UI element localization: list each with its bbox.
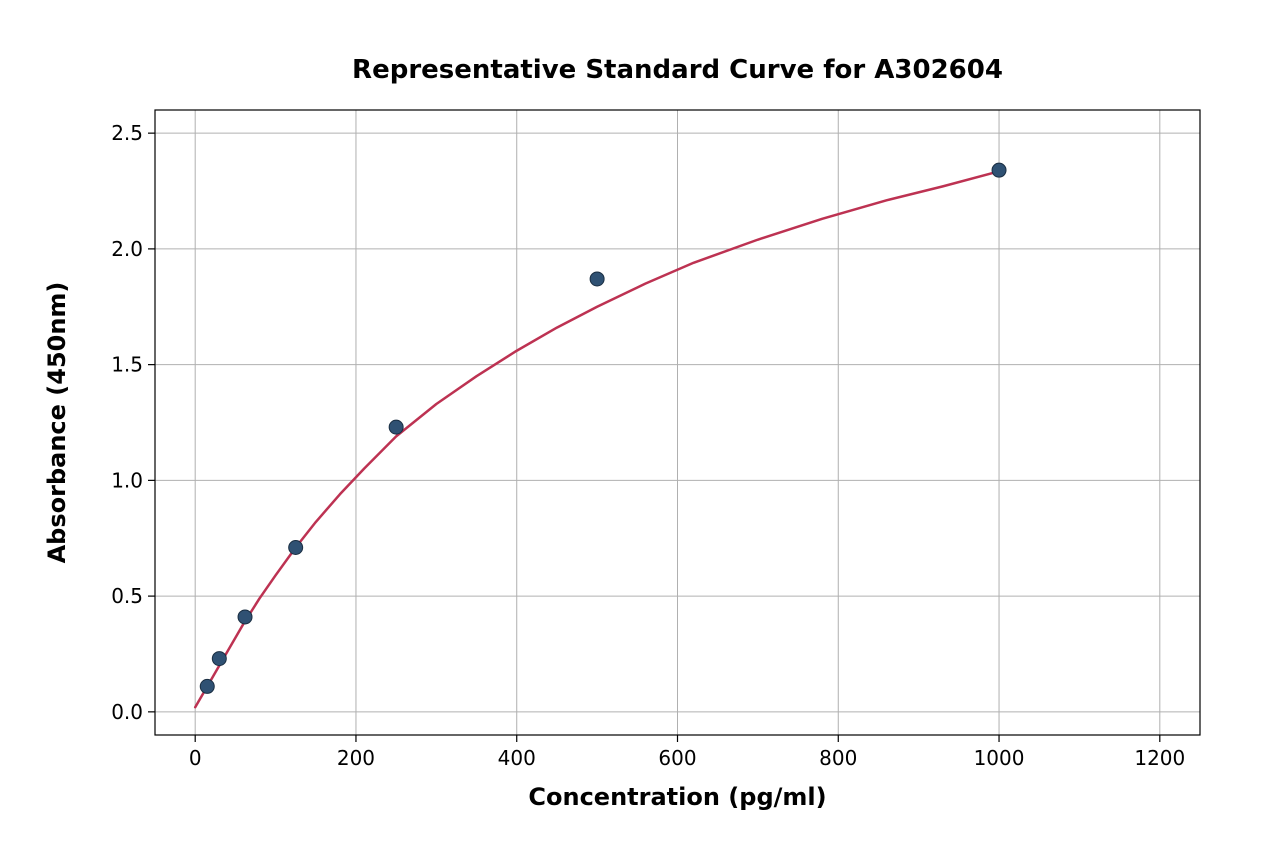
y-tick-label: 2.5 bbox=[111, 121, 143, 145]
data-point bbox=[289, 541, 303, 555]
y-tick-label: 2.0 bbox=[111, 237, 143, 261]
data-point bbox=[389, 420, 403, 434]
x-tick-label: 1200 bbox=[1134, 746, 1185, 770]
x-tick-label: 400 bbox=[498, 746, 536, 770]
y-tick-label: 0.0 bbox=[111, 700, 143, 724]
x-tick-label: 0 bbox=[189, 746, 202, 770]
chart-title: Representative Standard Curve for A30260… bbox=[352, 55, 1003, 85]
chart-container: 0 200 400 600 800 1000 1200 0.0 0.5 1.0 1.5 2.0 2.5… bbox=[0, 0, 1280, 845]
x-tick-label: 800 bbox=[819, 746, 857, 770]
x-tick-label: 600 bbox=[658, 746, 696, 770]
y-tick-label: 1.5 bbox=[111, 353, 143, 377]
data-point bbox=[212, 652, 226, 666]
data-point bbox=[238, 610, 252, 624]
x-tick-label: 200 bbox=[337, 746, 375, 770]
data-point bbox=[200, 679, 214, 693]
y-tick-label: 1.0 bbox=[111, 468, 143, 492]
data-point bbox=[590, 272, 604, 286]
data-point bbox=[992, 163, 1006, 177]
y-axis-label: Absorbance (450nm) bbox=[43, 282, 71, 564]
y-tick-label: 0.5 bbox=[111, 584, 143, 608]
x-axis-label: Concentration (pg/ml) bbox=[528, 783, 826, 811]
chart-svg: 0 200 400 600 800 1000 1200 0.0 0.5 1.0 1.5 2.0 2.5… bbox=[0, 0, 1280, 845]
x-tick-label: 1000 bbox=[974, 746, 1025, 770]
